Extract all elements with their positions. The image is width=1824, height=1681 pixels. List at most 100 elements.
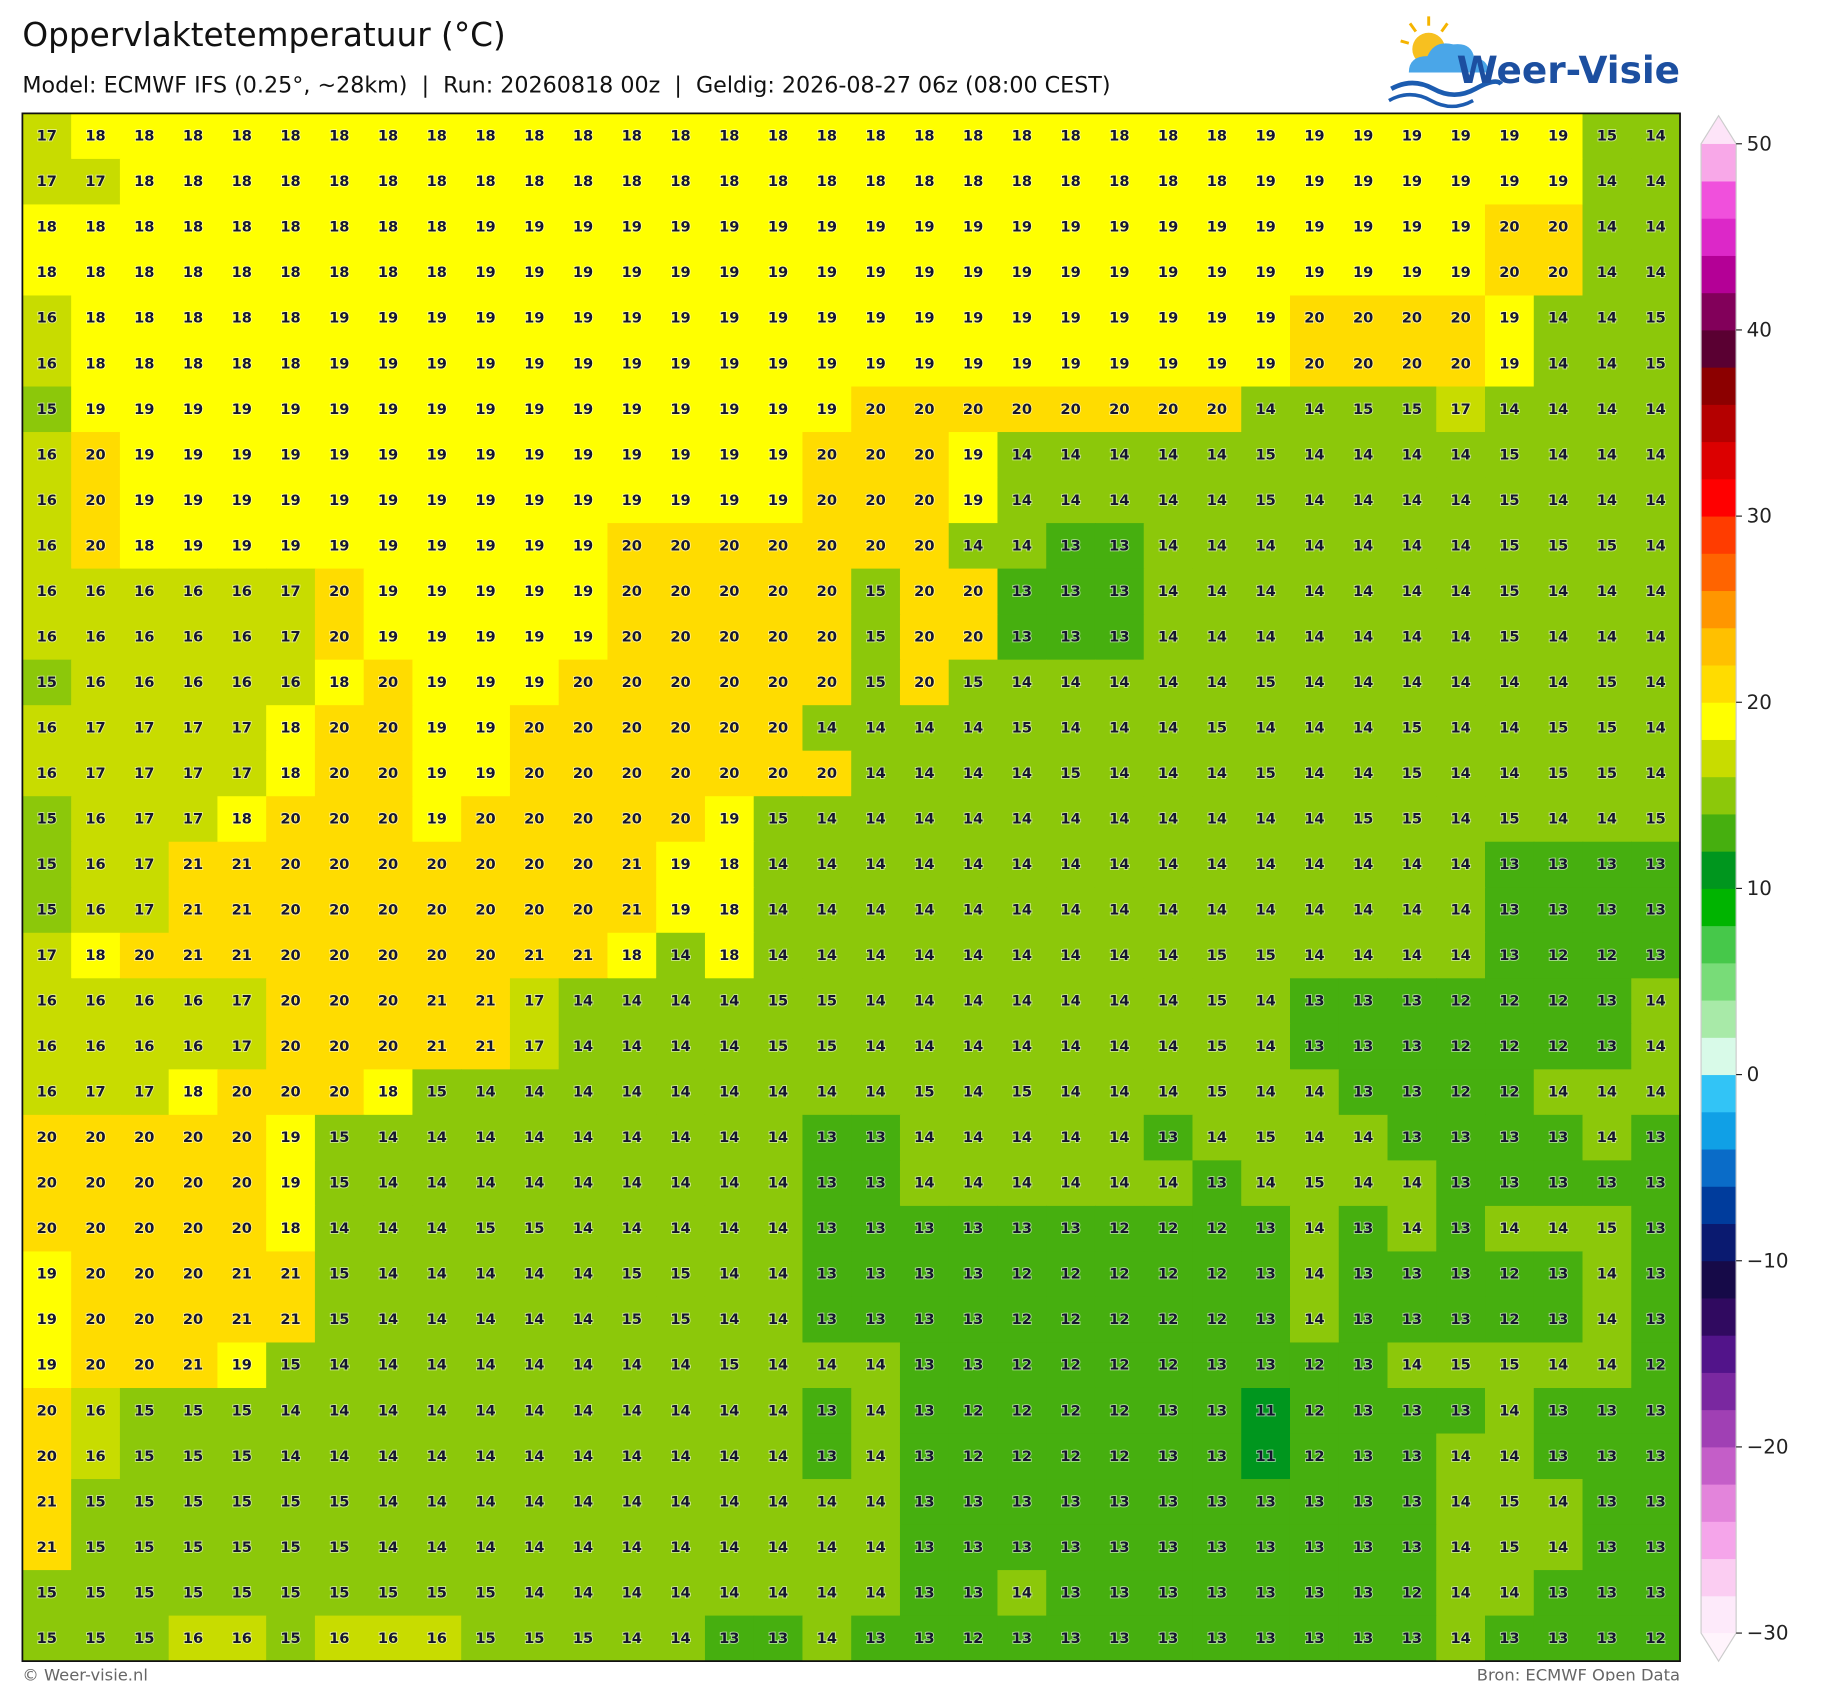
temperature-cell: [802, 1524, 852, 1571]
temperature-label: 19: [817, 310, 837, 327]
temperature-cell: [1094, 932, 1145, 980]
temperature-label: 14: [1450, 583, 1470, 600]
temperature-label: 14: [1109, 492, 1129, 509]
temperature-label: 15: [232, 1402, 252, 1419]
colorbar-under: [1701, 1633, 1737, 1662]
temperature-cell: [1143, 1069, 1194, 1116]
temperature-label: 14: [1109, 1038, 1129, 1055]
temperature-cell: [899, 1615, 950, 1662]
temperature-label: 19: [1450, 128, 1470, 145]
temperature-label: 21: [475, 1038, 495, 1055]
temperature-label: 17: [183, 810, 203, 827]
temperature-cell: [168, 204, 219, 251]
temperature-cell: [1387, 340, 1437, 388]
temperature-label: 15: [1255, 446, 1275, 463]
temperature-label: 14: [1012, 446, 1032, 463]
temperature-label: 20: [1548, 219, 1568, 236]
temperature-cell: [851, 705, 901, 752]
temperature-cell: [656, 705, 706, 752]
temperature-cell: [1094, 1023, 1145, 1071]
temperature-cell: [802, 1296, 852, 1344]
temperature-cell: [1631, 295, 1681, 342]
temperature-label: 13: [1402, 1448, 1422, 1465]
temperature-label: 14: [719, 1220, 739, 1237]
temperature-cell: [71, 750, 121, 797]
temperature-cell: [948, 796, 999, 843]
colorbar-band: [1701, 702, 1737, 740]
temperature-cell: [656, 1387, 706, 1435]
temperature-label: 21: [232, 1311, 252, 1328]
temperature-label: 20: [768, 628, 788, 645]
temperature-label: 14: [1548, 310, 1568, 327]
temperature-cell: [899, 1251, 950, 1298]
temperature-cell: [1192, 932, 1242, 980]
temperature-cell: [1143, 568, 1194, 615]
temperature-cell: [1143, 796, 1194, 843]
temperature-cell: [119, 705, 170, 752]
temperature-label: 19: [1158, 355, 1178, 372]
temperature-cell: [461, 386, 511, 433]
temperature-label: 16: [37, 993, 57, 1010]
temperature-cell: [802, 978, 852, 1025]
temperature-label: 13: [1597, 1175, 1617, 1192]
temperature-cell: [1582, 568, 1632, 615]
temperature-cell: [558, 158, 609, 206]
temperature-cell: [1436, 523, 1486, 570]
temperature-cell: [217, 796, 267, 843]
temperature-label: 14: [1548, 355, 1568, 372]
temperature-label: 14: [1012, 993, 1032, 1010]
temperature-label: 20: [378, 810, 398, 827]
temperature-cell: [704, 659, 755, 706]
temperature-label: 12: [1060, 1266, 1080, 1283]
temperature-label: 14: [524, 1402, 544, 1419]
temperature-label: 18: [232, 264, 252, 281]
temperature-cell: [851, 1114, 901, 1162]
temperature-label: 12: [1012, 1357, 1032, 1374]
temperature-label: 14: [817, 1630, 837, 1647]
temperature-label: 14: [1450, 537, 1470, 554]
temperature-cell: [1582, 1524, 1632, 1571]
temperature-label: 14: [1402, 902, 1422, 919]
temperature-label: 13: [1450, 1266, 1470, 1283]
temperature-cell: [1436, 1342, 1486, 1389]
temperature-cell: [704, 614, 755, 661]
temperature-cell: [899, 932, 950, 980]
temperature-label: 14: [1109, 947, 1129, 964]
temperature-cell: [363, 568, 414, 615]
temperature-label: 13: [1255, 1357, 1275, 1374]
colorbar-band: [1701, 1260, 1737, 1299]
temperature-label: 14: [865, 1357, 885, 1374]
temperature-cell: [607, 477, 657, 524]
temperature-cell: [1094, 568, 1145, 615]
temperature-label: 14: [1353, 537, 1373, 554]
temperature-cell: [1533, 1205, 1584, 1253]
temperature-label: 13: [1402, 1129, 1422, 1146]
temperature-label: 14: [963, 1038, 983, 1055]
temperature-label: 14: [378, 1448, 398, 1465]
temperature-label: 15: [329, 1493, 349, 1510]
temperature-cell: [753, 1160, 804, 1207]
temperature-cell: [899, 978, 950, 1025]
temperature-label: 18: [1012, 128, 1032, 145]
temperature-cell: [22, 1342, 72, 1389]
temperature-label: 16: [378, 1630, 398, 1647]
temperature-label: 15: [865, 583, 885, 600]
temperature-cell: [1094, 340, 1145, 388]
temperature-label: 19: [768, 355, 788, 372]
temperature-label: 18: [622, 173, 642, 190]
temperature-label: 14: [817, 1584, 837, 1601]
temperature-label: 14: [1304, 1266, 1324, 1283]
temperature-label: 14: [524, 1584, 544, 1601]
temperature-label: 14: [719, 1448, 739, 1465]
temperature-label: 13: [1012, 1493, 1032, 1510]
temperature-cell: [1192, 340, 1242, 388]
temperature-label: 19: [134, 401, 154, 418]
temperature-cell: [314, 1023, 365, 1071]
temperature-cell: [1533, 887, 1584, 934]
temperature-label: 19: [280, 401, 300, 418]
temperature-cell: [22, 978, 72, 1025]
temperature-cell: [509, 1069, 560, 1116]
temperature-label: 20: [183, 1220, 203, 1237]
temperature-cell: [851, 386, 901, 433]
temperature-label: 21: [232, 1266, 252, 1283]
